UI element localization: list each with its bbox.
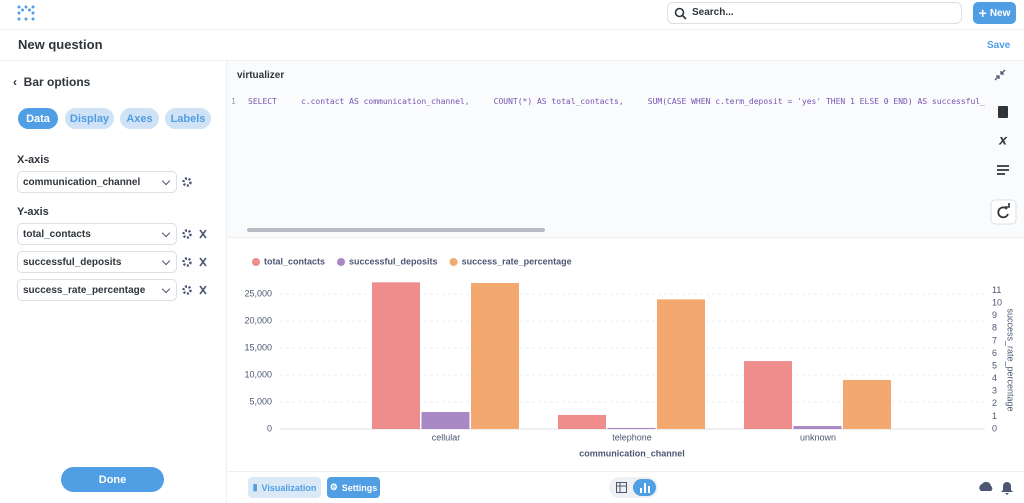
y-tick-label: 25,000 [244,289,272,299]
divider [227,471,1024,472]
bar [744,361,792,429]
settings-label: Settings [341,482,378,493]
y2-tick-label: 1 [992,411,997,421]
search-box[interactable]: Search... [667,2,962,24]
line-number: 1 [231,97,236,106]
y2-tick-label: 4 [992,373,997,383]
view-toggle[interactable] [609,477,658,498]
x-axis-title: communication_channel [579,448,685,458]
x-axis-select[interactable]: communication_channel [17,171,177,193]
y-tick-label: 20,000 [244,316,272,326]
y-axis-label: Y-axis [17,206,49,218]
x-tick-label: unknown [800,432,836,442]
save-button[interactable]: Save [987,40,1011,51]
legend-swatch [252,258,260,266]
tab[interactable]: Data [18,108,58,129]
table-icon [616,482,627,493]
logo[interactable] [17,5,35,21]
x-axis-label: X-axis [17,154,50,166]
y2-tick-label: 8 [992,323,997,333]
tab[interactable]: Axes [120,108,159,129]
search-icon [674,7,687,20]
y-axis-select[interactable]: success_rate_percentage [17,279,177,301]
bar [657,299,705,429]
sql-code[interactable]: SELECT c.contact AS communication_channe… [248,97,985,106]
y2-tick-label: 3 [992,386,997,396]
x-tick-label: telephone [612,432,652,442]
footer-icons[interactable] [978,480,1014,496]
y-axis-select[interactable]: successful_deposits [17,251,177,273]
sidebar-border [226,60,227,503]
y-tick-label: 10,000 [244,369,272,379]
chart-icon [640,483,650,493]
database-name: virtualizer [237,70,285,81]
bar [843,379,891,429]
variable-icon: x [998,132,1008,148]
tab[interactable]: Display [65,108,114,129]
y-tick-label: 15,000 [244,342,272,352]
y-tick-label: 5,000 [249,396,272,406]
question-title: New question [18,37,103,52]
legend-label: success_rate_percentage [462,256,572,266]
legend-label: successful_deposits [349,256,438,266]
y2-tick-label: 9 [992,310,997,320]
top-bar [0,0,1024,30]
editor-panel [227,61,1024,237]
y-tick-label: 0 [267,423,272,433]
sidebar-title-text: Bar options [23,75,91,89]
search-placeholder: Search... [692,7,734,18]
field-icons [182,177,207,295]
bar [793,426,842,429]
y2-tick-label: 0 [992,423,997,433]
bar [558,414,606,429]
bar [471,283,519,429]
divider [0,60,1024,61]
editor-tools[interactable]: x [990,100,1018,225]
bar [372,282,420,429]
settings-button[interactable]: ⚙ Settings [327,477,380,498]
visualization-label: Visualization [261,482,317,493]
y2-tick-label: 6 [992,348,997,358]
bar [607,427,656,429]
y2-tick-label: 7 [992,335,997,345]
y2-tick-label: 2 [992,398,997,408]
legend-label: total_contacts [264,256,325,266]
new-button[interactable]: + New [973,2,1016,24]
tab[interactable]: Labels [165,108,211,129]
chart: 0 5,000 10,000 15,000 20,000 25,000 0 1 2 3 4 5 6 7 8 9… [244,256,1016,458]
y2-tick-label: 10 [992,298,1002,308]
scrollbar[interactable] [247,228,545,232]
y2-tick-label: 5 [992,360,997,370]
y2-axis-title: success_rate_percentage [1006,308,1016,411]
visualization-button[interactable]: ▮ Visualization [248,477,321,498]
y-axis-select[interactable]: total_contacts [17,223,177,245]
collapse-icon[interactable] [994,69,1006,81]
sidebar-title[interactable]: ‹ Bar options [13,75,91,89]
new-button-label: New [989,7,1011,19]
done-button[interactable]: Done [61,467,164,492]
bar [421,412,470,429]
y2-tick-label: 11 [992,285,1001,295]
x-tick-label: cellular [432,432,461,442]
legend-swatch [337,258,346,266]
divider [227,237,1024,238]
legend-swatch [449,258,458,266]
